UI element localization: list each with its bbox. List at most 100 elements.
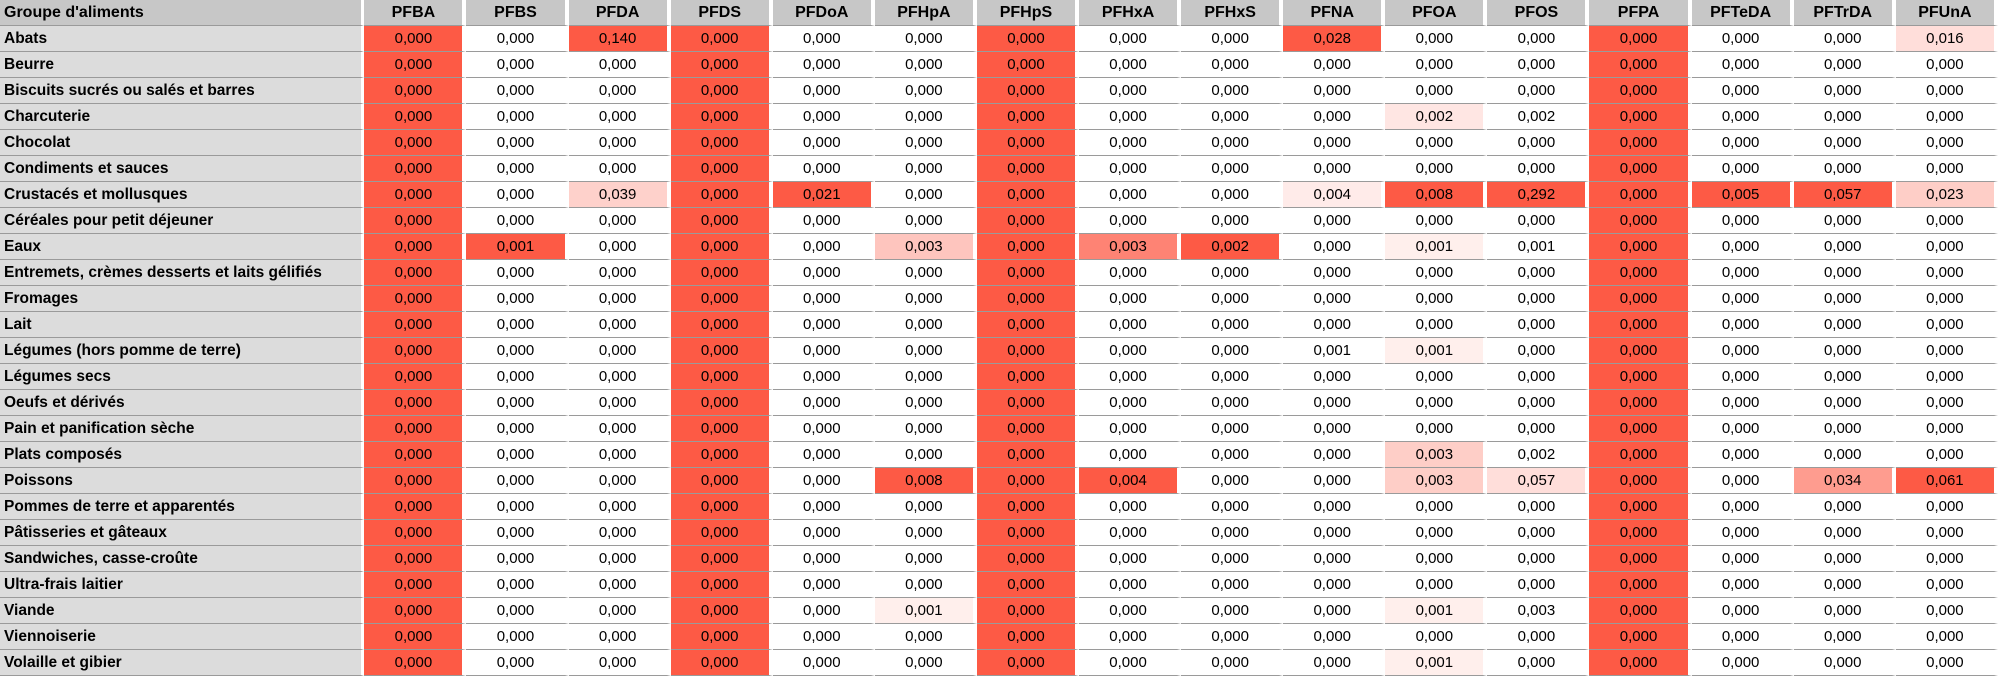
heatmap-cell: 0,000 bbox=[1181, 364, 1284, 390]
heatmap-cell: 0,000 bbox=[874, 650, 977, 676]
heatmap-cell: 0,000 bbox=[1385, 624, 1488, 650]
heatmap-cell: 0,000 bbox=[976, 130, 1080, 156]
heatmap-cell: 0,000 bbox=[1079, 312, 1182, 338]
heatmap-cell: 0,000 bbox=[1181, 208, 1284, 234]
heatmap-cell: 0,000 bbox=[874, 52, 977, 78]
row-label: Eaux bbox=[0, 234, 365, 260]
heatmap-cell: 0,000 bbox=[364, 104, 467, 130]
heatmap-cell: 0,000 bbox=[568, 598, 671, 624]
heatmap-cell: 0,000 bbox=[976, 104, 1080, 130]
row-label: Viande bbox=[0, 598, 365, 624]
heatmap-cell: 0,000 bbox=[1589, 520, 1692, 546]
heatmap-cell: 0,000 bbox=[874, 416, 977, 442]
heatmap-cell: 0,000 bbox=[1385, 390, 1488, 416]
heatmap-cell: 0,000 bbox=[976, 26, 1080, 52]
heatmap-cell: 0,000 bbox=[1181, 520, 1284, 546]
heatmap-cell: 0,000 bbox=[568, 390, 671, 416]
heatmap-cell: 0,000 bbox=[1283, 494, 1386, 520]
heatmap-cell: 0,000 bbox=[1895, 156, 1998, 182]
column-header-pfdoa: PFDoA bbox=[772, 0, 875, 26]
heatmap-cell: 0,000 bbox=[1487, 572, 1590, 598]
heatmap-cell: 0,000 bbox=[1691, 234, 1794, 260]
heatmap-cell: 0,000 bbox=[568, 572, 671, 598]
heatmap-cell: 0,000 bbox=[1793, 416, 1896, 442]
heatmap-cell: 0,000 bbox=[466, 52, 569, 78]
heatmap-cell: 0,000 bbox=[364, 624, 467, 650]
heatmap-cell: 0,000 bbox=[568, 338, 671, 364]
corner-header: Groupe d'aliments bbox=[0, 0, 365, 26]
heatmap-cell: 0,000 bbox=[1283, 390, 1386, 416]
heatmap-cell: 0,000 bbox=[1487, 260, 1590, 286]
row-label: Crustacés et mollusques bbox=[0, 182, 365, 208]
heatmap-cell: 0,000 bbox=[976, 494, 1080, 520]
table-row: Pâtisseries et gâteaux 0,000 0,000 0,000 0,0… bbox=[0, 520, 1998, 546]
heatmap-cell: 0,000 bbox=[1181, 260, 1284, 286]
heatmap-cell: 0,000 bbox=[1283, 520, 1386, 546]
heatmap-cell: 0,000 bbox=[1283, 624, 1386, 650]
heatmap-cell: 0,000 bbox=[1691, 650, 1794, 676]
heatmap-cell: 0,000 bbox=[1385, 26, 1488, 52]
heatmap-cell: 0,000 bbox=[568, 650, 671, 676]
heatmap-cell: 0,000 bbox=[1487, 416, 1590, 442]
heatmap-cell: 0,000 bbox=[1793, 130, 1896, 156]
heatmap-cell: 0,000 bbox=[874, 546, 977, 572]
heatmap-cell: 0,000 bbox=[1691, 260, 1794, 286]
row-label: Charcuterie bbox=[0, 104, 365, 130]
heatmap-cell: 0,000 bbox=[1589, 78, 1692, 104]
heatmap-cell: 0,000 bbox=[976, 650, 1080, 676]
heatmap-cell: 0,000 bbox=[670, 26, 773, 52]
heatmap-cell: 0,000 bbox=[1385, 208, 1488, 234]
heatmap-cell: 0,000 bbox=[1385, 260, 1488, 286]
heatmap-cell: 0,000 bbox=[1079, 390, 1182, 416]
heatmap-cell: 0,000 bbox=[466, 546, 569, 572]
heatmap-cell: 0,000 bbox=[976, 520, 1080, 546]
column-header-pfteda: PFTeDA bbox=[1691, 0, 1794, 26]
heatmap-cell: 0,001 bbox=[1283, 338, 1386, 364]
heatmap-cell: 0,000 bbox=[772, 520, 875, 546]
row-label: Abats bbox=[0, 26, 365, 52]
heatmap-cell: 0,000 bbox=[1079, 598, 1182, 624]
heatmap-cell: 0,000 bbox=[1895, 286, 1998, 312]
column-header-pftrda: PFTrDA bbox=[1793, 0, 1896, 26]
heatmap-cell: 0,001 bbox=[466, 234, 569, 260]
heatmap-cell: 0,000 bbox=[976, 442, 1080, 468]
heatmap-cell: 0,000 bbox=[364, 26, 467, 52]
heatmap-cell: 0,000 bbox=[1181, 156, 1284, 182]
heatmap-cell: 0,000 bbox=[1793, 312, 1896, 338]
heatmap-cell: 0,000 bbox=[1385, 572, 1488, 598]
heatmap-cell: 0,000 bbox=[1691, 442, 1794, 468]
heatmap-cell: 0,000 bbox=[466, 572, 569, 598]
table-row: Crustacés et mollusques 0,000 0,000 0,039 0,… bbox=[0, 182, 1998, 208]
heatmap-cell: 0,000 bbox=[1487, 156, 1590, 182]
heatmap-cell: 0,000 bbox=[772, 208, 875, 234]
heatmap-cell: 0,000 bbox=[466, 286, 569, 312]
heatmap-cell: 0,000 bbox=[1487, 624, 1590, 650]
heatmap-cell: 0,000 bbox=[1895, 364, 1998, 390]
heatmap-cell: 0,000 bbox=[1691, 104, 1794, 130]
heatmap-cell: 0,000 bbox=[568, 546, 671, 572]
heatmap-cell: 0,000 bbox=[364, 390, 467, 416]
table-row: Abats 0,000 0,000 0,140 0,000 0,000 0,000 0,000… bbox=[0, 26, 1998, 52]
heatmap-cell: 0,000 bbox=[1895, 572, 1998, 598]
heatmap-cell: 0,000 bbox=[364, 494, 467, 520]
heatmap-cell: 0,000 bbox=[1895, 260, 1998, 286]
heatmap-cell: 0,000 bbox=[1283, 598, 1386, 624]
column-header-pfoa: PFOA bbox=[1385, 0, 1488, 26]
heatmap-cell: 0,000 bbox=[568, 624, 671, 650]
heatmap-cell: 0,000 bbox=[364, 234, 467, 260]
heatmap-cell: 0,000 bbox=[772, 468, 875, 494]
row-label: Chocolat bbox=[0, 130, 365, 156]
heatmap-cell: 0,000 bbox=[1181, 494, 1284, 520]
heatmap-cell: 0,000 bbox=[1487, 286, 1590, 312]
heatmap-cell: 0,000 bbox=[1895, 598, 1998, 624]
heatmap-cell: 0,000 bbox=[1283, 234, 1386, 260]
heatmap-cell: 0,000 bbox=[874, 104, 977, 130]
table-row: Lait 0,000 0,000 0,000 0,000 0,000 0,000 0,000 0… bbox=[0, 312, 1998, 338]
heatmap-cell: 0,000 bbox=[1589, 624, 1692, 650]
heatmap-cell: 0,000 bbox=[1793, 78, 1896, 104]
heatmap-cell: 0,000 bbox=[568, 78, 671, 104]
heatmap-cell: 0,000 bbox=[466, 26, 569, 52]
table-row: Pain et panification sèche 0,000 0,000 0,00… bbox=[0, 416, 1998, 442]
heatmap-cell: 0,000 bbox=[1589, 234, 1692, 260]
heatmap-cell: 0,003 bbox=[1487, 598, 1590, 624]
